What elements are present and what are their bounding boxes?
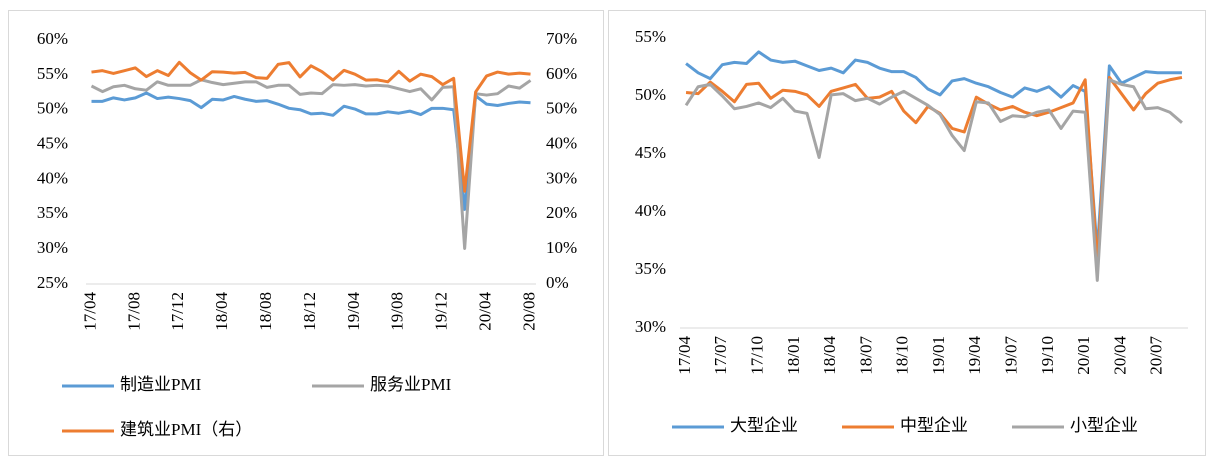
- y-tick-label: 30%: [635, 317, 666, 336]
- x-tick-label: 17/04: [675, 336, 694, 375]
- x-tick-label: 19/07: [1002, 336, 1021, 375]
- y2-tick-label: 70%: [546, 29, 577, 48]
- y-tick-label: 50%: [37, 99, 68, 118]
- y-tick-label: 25%: [37, 273, 68, 292]
- legend-label: 制造业PMI: [120, 375, 202, 394]
- y-tick-label: 35%: [635, 259, 666, 278]
- series-line: [91, 60, 531, 193]
- x-tick-label: 17/04: [80, 292, 99, 331]
- x-tick-label: 17/12: [168, 292, 187, 331]
- y-tick-label: 55%: [37, 64, 68, 83]
- x-tick-label: 17/08: [124, 292, 143, 331]
- y-tick-label: 35%: [37, 203, 68, 222]
- x-tick-label: 18/07: [856, 336, 875, 375]
- y2-tick-label: 50%: [546, 99, 577, 118]
- x-tick-label: 19/04: [344, 292, 363, 331]
- left-panel: [8, 10, 604, 456]
- y-tick-label: 40%: [635, 201, 666, 220]
- y-tick-label: 30%: [37, 238, 68, 257]
- legend-label: 服务业PMI: [370, 375, 452, 394]
- x-tick-label: 20/01: [1074, 336, 1093, 375]
- y-tick-label: 40%: [37, 168, 68, 187]
- y-tick-label: 60%: [37, 29, 68, 48]
- x-tick-label: 20/04: [476, 292, 495, 331]
- y-tick-label: 50%: [635, 85, 666, 104]
- x-tick-label: 19/01: [929, 336, 948, 375]
- x-tick-label: 18/04: [212, 292, 231, 331]
- legend-label: 建筑业PMI（右）: [120, 420, 252, 439]
- y-tick-label: 55%: [635, 27, 666, 46]
- y2-tick-label: 20%: [546, 203, 577, 222]
- x-tick-label: 18/12: [300, 292, 319, 331]
- x-tick-label: 19/12: [432, 292, 451, 331]
- x-tick-label: 20/04: [1110, 336, 1129, 375]
- x-tick-label: 19/10: [1038, 336, 1057, 375]
- x-tick-label: 18/01: [784, 336, 803, 375]
- x-tick-label: 20/08: [519, 292, 538, 331]
- x-tick-label: 18/10: [893, 336, 912, 375]
- x-tick-label: 17/07: [711, 336, 730, 375]
- y-tick-label: 45%: [37, 133, 68, 152]
- y2-tick-label: 10%: [546, 238, 577, 257]
- x-tick-label: 20/07: [1147, 336, 1166, 375]
- y-tick-label: 45%: [635, 143, 666, 162]
- legend-label: 小型企业: [1070, 416, 1138, 435]
- legend-label: 大型企业: [730, 416, 798, 435]
- y2-tick-label: 30%: [546, 168, 577, 187]
- series-line: [90, 78, 532, 250]
- x-tick-label: 18/04: [820, 336, 839, 375]
- y2-tick-label: 40%: [546, 133, 577, 152]
- y2-tick-label: 60%: [546, 64, 577, 83]
- x-tick-label: 19/04: [965, 336, 984, 375]
- series-line: [684, 78, 1183, 282]
- x-tick-label: 19/08: [388, 292, 407, 331]
- x-tick-label: 17/10: [748, 336, 767, 375]
- x-tick-label: 18/08: [256, 292, 275, 331]
- y2-tick-label: 0%: [546, 273, 569, 292]
- legend-label: 中型企业: [900, 416, 968, 435]
